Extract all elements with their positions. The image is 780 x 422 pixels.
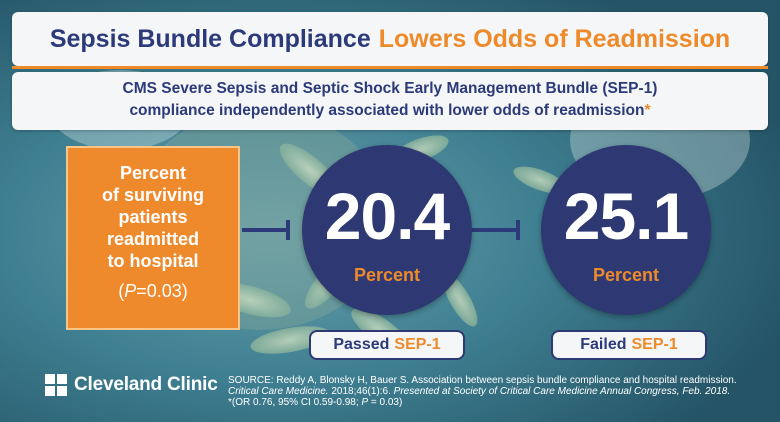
subtitle-line-2: compliance independently associated with… (12, 100, 768, 122)
metric-line-4: readmitted (106, 229, 200, 249)
cleveland-clinic-logo-icon (45, 374, 67, 396)
footnote-text: *(OR 0.76, 95% CI 0.59-0.98; (228, 397, 362, 408)
failed-label: Failed (580, 336, 627, 353)
connector-2-line (470, 228, 518, 232)
subtitle-line-2-text: compliance independently associated with… (129, 102, 645, 119)
metric-description-box: Percent of surviving patients readmitted… (66, 146, 240, 330)
source-citation: SOURCE: Reddy A, Blonsky H, Bauer S. Ass… (228, 375, 748, 408)
failed-unit: Percent (592, 265, 660, 285)
title-text-highlight: Lowers Odds of Readmission (378, 24, 731, 53)
p-symbol: P (124, 281, 137, 301)
passed-value: 20.4 (324, 179, 450, 253)
p-value-number: =0.03 (136, 281, 182, 301)
failed-stat-circle: 25.1 Percent (541, 145, 711, 315)
passed-sep1: SEP-1 (394, 336, 441, 353)
metric-line-5: to hospital (107, 251, 199, 271)
source-citation-ref: 2018;46(1):6. (331, 386, 391, 397)
footnote-p: P (361, 397, 369, 408)
cleveland-clinic-wordmark: Cleveland Clinic (74, 374, 218, 395)
footnote-end: = 0.03) (368, 397, 403, 408)
source-line-1: SOURCE: Reddy A, Blonsky H, Bauer S. Ass… (228, 375, 748, 397)
connector-1-line (242, 228, 288, 232)
subtitle-banner: CMS Severe Sepsis and Septic Shock Early… (12, 72, 768, 130)
metric-line-2: of surviving (101, 185, 204, 205)
passed-label-pill: Passed SEP-1 (309, 330, 465, 360)
connector-1 (242, 220, 302, 240)
source-label: SOURCE: (228, 375, 274, 386)
connector-2-bar (516, 220, 520, 240)
source-journal: Critical Care Medicine. (228, 386, 329, 397)
cleveland-clinic-logo: Cleveland Clinic (45, 374, 218, 396)
failed-label-pill: Failed SEP-1 (551, 330, 707, 360)
source-footnote: *(OR 0.76, 95% CI 0.59-0.98; P = 0.03) (228, 397, 748, 408)
passed-unit: Percent (353, 265, 421, 285)
title-banner: Sepsis Bundle Compliance Lowers Odds of … (12, 12, 768, 66)
passed-stat-circle: 20.4 Percent (302, 145, 472, 315)
title-text-main: Sepsis Bundle Compliance (49, 24, 371, 53)
subtitle-footnote-star: * (644, 102, 651, 119)
subtitle-line-1: CMS Severe Sepsis and Septic Shock Early… (122, 80, 658, 97)
p-value: (P=0.03) (118, 281, 188, 301)
failed-sep1: SEP-1 (631, 336, 678, 353)
passed-label: Passed (333, 336, 390, 353)
source-presented: Presented at Society of Critical Care Me… (393, 386, 731, 397)
metric-line-1: Percent (119, 163, 187, 183)
connector-1-bar (286, 220, 290, 240)
connector-2 (470, 220, 530, 240)
title-underline (12, 66, 768, 69)
metric-line-3: patients (118, 207, 188, 227)
source-authors: Reddy A, Blonsky H, Bauer S. Association… (276, 375, 737, 386)
failed-value: 25.1 (563, 179, 689, 253)
